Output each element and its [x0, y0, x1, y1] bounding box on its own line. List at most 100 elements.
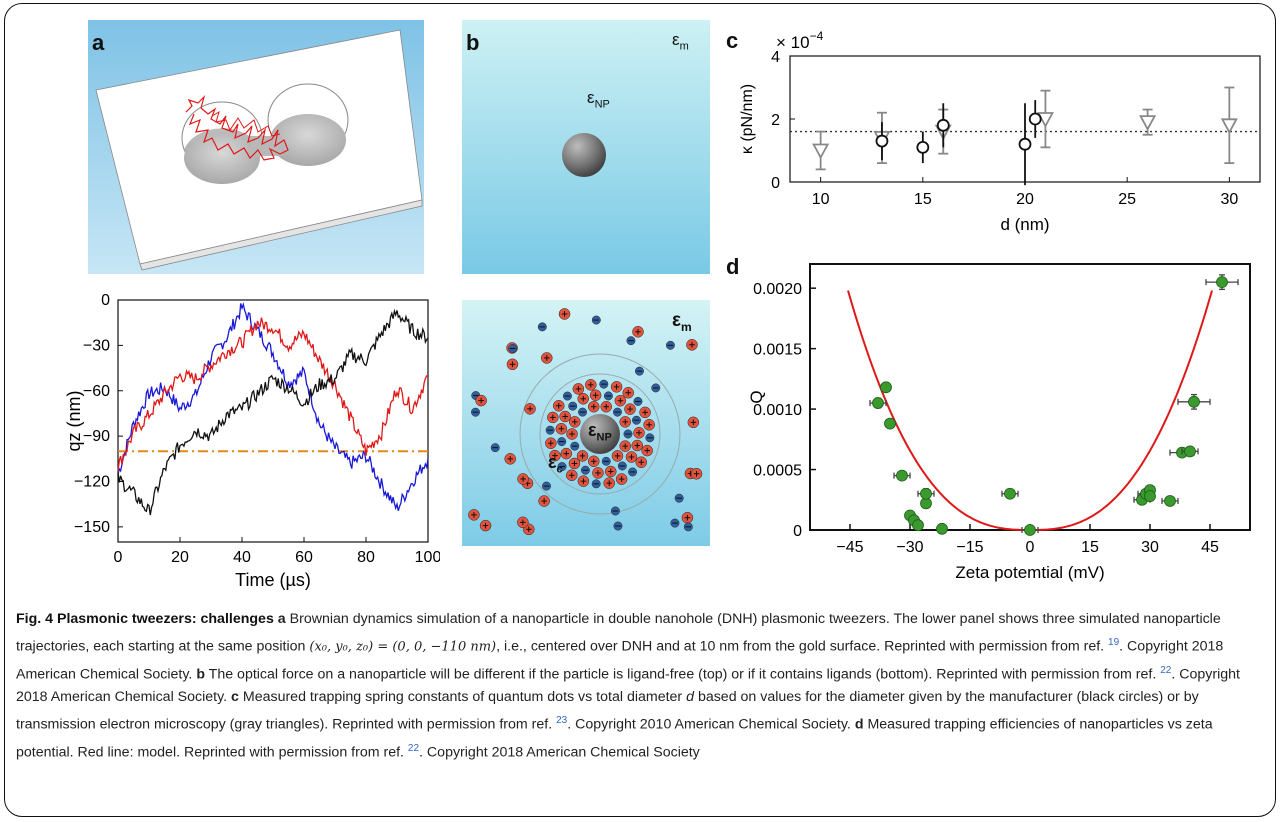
caption-ref-22-d[interactable]: 22	[407, 743, 420, 755]
anion	[665, 340, 675, 350]
measured-point	[1188, 395, 1200, 408]
x-tick-label: 30	[1141, 539, 1159, 556]
cation	[622, 386, 634, 399]
anion	[601, 456, 611, 466]
anion	[670, 518, 680, 528]
anion	[683, 522, 693, 532]
x-tick-label: −45	[836, 539, 863, 556]
caption-d-text-2: . Copyright 2018 American Chemical Socie…	[419, 744, 700, 761]
cation	[576, 450, 589, 462]
y-tick-label: −120	[74, 474, 110, 491]
anion	[570, 441, 580, 451]
cation	[552, 400, 565, 412]
x-tick-label: 20	[171, 549, 189, 566]
caption-a-text-3: . Copyright 2018 American Chemical Socie…	[16, 638, 1224, 683]
caption-ref-22-b[interactable]: 22	[1160, 664, 1172, 676]
cation	[687, 416, 700, 429]
anion	[613, 521, 623, 531]
cation	[592, 467, 604, 479]
cation	[547, 411, 559, 424]
y-axis-label: Q	[747, 390, 766, 403]
x-tick-label: 80	[357, 549, 375, 566]
caption-a-math: (x₀, y₀, z₀) = (0, 0, −110 nm)	[309, 639, 497, 655]
cation	[568, 457, 581, 470]
y-tick-label: −30	[83, 337, 110, 354]
cation	[560, 447, 573, 460]
caption-a-text-1: Brownian dynamics simulation of a nanopa…	[16, 611, 1221, 655]
manufacturer-circle-point	[875, 134, 889, 148]
cation	[611, 450, 624, 462]
cation	[604, 465, 617, 478]
manufacturer-circle-point	[1018, 137, 1032, 151]
anion	[542, 481, 551, 491]
y-tick-label: 0	[771, 175, 780, 192]
y-axis-label: κ (pN/nm)	[739, 84, 756, 154]
caption-c-text-2: based on values for the diameter given b…	[16, 689, 1199, 734]
anion	[557, 437, 567, 447]
nanoparticle-top	[562, 133, 606, 177]
manufacturer-circle-point	[1028, 112, 1042, 126]
panel-c-chart: 10 15 20 25 30 0 2 4 × 10−4 d (nm) κ (pN/nm)	[730, 20, 1270, 244]
x-tick-label: 40	[233, 549, 251, 566]
caption-ref-23[interactable]: 23	[556, 715, 568, 727]
cation	[588, 400, 600, 413]
cation	[517, 516, 529, 529]
y-tick-label: −150	[74, 519, 110, 536]
cation	[538, 495, 550, 507]
cation	[566, 428, 578, 440]
cation	[619, 440, 631, 452]
eps-m-bottom-label: εm	[672, 310, 692, 334]
x-tick-label: 100	[415, 549, 440, 566]
anion	[617, 461, 627, 471]
trajectory-line-3	[117, 308, 429, 516]
x-tick-label: −30	[896, 539, 923, 556]
caption-b-label: b	[196, 666, 205, 683]
plot-area	[809, 263, 1251, 531]
manufacturer-circle-point	[916, 140, 930, 154]
y-tick-label: 0	[793, 523, 802, 540]
cation	[633, 427, 645, 439]
eps-m-top-label: εm	[672, 30, 689, 53]
plot-area	[117, 299, 429, 543]
cation	[624, 403, 636, 415]
trajectory-line-2	[117, 317, 429, 472]
caption-a-label: a	[277, 611, 286, 627]
cation	[589, 389, 602, 402]
x-axis-label: Time (µs)	[235, 570, 311, 590]
cation	[635, 456, 648, 468]
y-tick-label: 0.0020	[753, 281, 802, 298]
caption-ref-19[interactable]: 19	[1108, 637, 1120, 648]
measured-point	[912, 519, 924, 532]
panel-c-label: c	[726, 28, 739, 53]
caption-c-label: c	[231, 689, 239, 706]
nanoparticle-bottom	[580, 414, 620, 454]
cation	[559, 410, 571, 423]
cation	[600, 400, 612, 413]
cation	[619, 416, 631, 428]
y-tick-label: 2	[771, 112, 780, 129]
x-tick-label: 60	[295, 549, 313, 566]
trapping-efficiency-chart: −45 −30 −15 0 15 30 45 0 0.0005 0.0010 0.0015 0.002…	[747, 263, 1251, 582]
measured-point	[1144, 490, 1156, 503]
caption-b-text-1: The optical force on a nanoparticle will…	[208, 666, 1157, 683]
x-tick-label: 10	[812, 191, 830, 208]
anion	[674, 493, 684, 503]
anion	[610, 506, 620, 516]
cation	[614, 394, 627, 407]
x-axis-label: Zeta potemtial (mV)	[955, 563, 1104, 582]
anion	[645, 433, 655, 443]
cation	[549, 449, 561, 462]
panel-d-label: d	[726, 254, 740, 279]
cation	[632, 326, 644, 338]
measured-point	[884, 417, 896, 430]
cation	[643, 419, 655, 431]
panel-b-top	[462, 20, 710, 274]
panel-a-label: a	[92, 30, 105, 55]
cation	[545, 437, 557, 449]
anion	[626, 336, 636, 346]
cation	[639, 406, 651, 419]
anion	[633, 396, 643, 406]
measured-point	[1004, 487, 1016, 500]
cation	[468, 509, 480, 521]
tem-triangle-point	[1139, 115, 1157, 132]
